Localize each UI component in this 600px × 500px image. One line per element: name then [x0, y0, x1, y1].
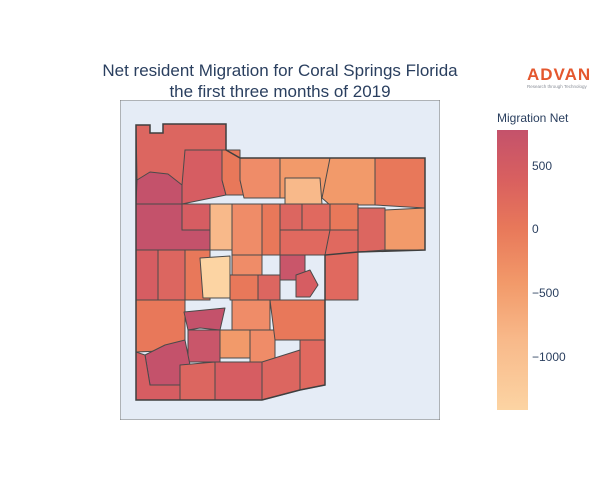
region[interactable] — [384, 207, 426, 251]
region[interactable] — [374, 157, 426, 209]
logo-tagline: Research through Technology — [527, 84, 587, 89]
region[interactable] — [329, 203, 359, 231]
region[interactable] — [229, 274, 259, 301]
region[interactable] — [219, 329, 251, 359]
region[interactable] — [181, 203, 211, 231]
colorbar — [497, 130, 528, 410]
chart-title-line-2: the first three months of 2019 — [169, 82, 391, 101]
region[interactable] — [231, 203, 263, 256]
colorbar-title: Migration Net — [497, 111, 569, 125]
region[interactable] — [135, 249, 159, 301]
colorbar-tick: −500 — [532, 286, 560, 300]
region[interactable] — [301, 203, 331, 231]
region[interactable] — [269, 299, 326, 341]
region[interactable] — [199, 255, 231, 299]
region[interactable] — [279, 203, 303, 231]
region[interactable] — [231, 299, 271, 331]
region[interactable] — [157, 249, 186, 301]
city-boundary — [135, 123, 426, 401]
region[interactable] — [295, 269, 319, 298]
region-polygons — [135, 123, 426, 401]
colorbar-tick: −1000 — [532, 350, 566, 364]
chart-title-line-1: Net resident Migration for Coral Springs… — [102, 61, 458, 80]
region[interactable] — [181, 149, 227, 205]
region[interactable] — [284, 177, 323, 205]
colorbar-tick: 500 — [532, 159, 553, 173]
region[interactable] — [239, 157, 281, 199]
logo-wordmark: ADVAN — [527, 65, 592, 84]
region[interactable] — [209, 203, 233, 251]
region[interactable] — [324, 229, 359, 301]
region[interactable] — [261, 203, 281, 256]
region[interactable] — [231, 254, 263, 276]
choropleth-map[interactable] — [120, 100, 440, 420]
advan-logo: ADVAN Research through Technology — [527, 66, 597, 90]
region[interactable] — [279, 229, 331, 256]
region[interactable] — [214, 361, 263, 401]
region[interactable] — [299, 339, 326, 391]
region[interactable] — [357, 207, 386, 253]
region[interactable] — [257, 274, 281, 301]
region[interactable] — [187, 329, 221, 363]
region[interactable] — [183, 307, 226, 331]
colorbar-tick: 0 — [532, 222, 539, 236]
region[interactable] — [249, 329, 276, 363]
region[interactable] — [321, 157, 376, 206]
region[interactable] — [179, 361, 216, 401]
